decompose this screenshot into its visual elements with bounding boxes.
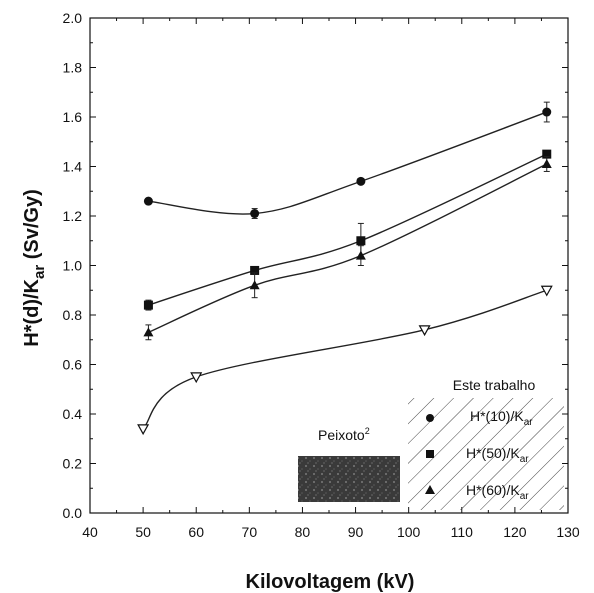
y-tick-label: 2.0 xyxy=(63,10,83,26)
series-circle xyxy=(143,101,552,219)
y-tick-label: 0.8 xyxy=(63,307,83,323)
x-tick-label: 120 xyxy=(503,524,527,540)
legend-marker-square xyxy=(426,450,434,458)
point-square xyxy=(356,236,366,246)
x-tick-label: 70 xyxy=(242,524,258,540)
x-tick-label: 130 xyxy=(556,524,580,540)
legend-label-h60: H*(60)/Kar xyxy=(466,482,529,502)
series-square xyxy=(143,149,552,311)
point-triangle-open xyxy=(540,285,553,297)
point-square xyxy=(542,149,552,159)
legend-label-h10-sub: ar xyxy=(524,417,534,428)
point-triangle xyxy=(249,280,260,290)
series-triangle xyxy=(143,156,552,341)
point-triangle xyxy=(355,250,366,260)
series-line xyxy=(148,111,548,215)
legend-peixoto-text: Peixoto xyxy=(318,427,365,443)
point-circle xyxy=(143,196,153,206)
series-line xyxy=(142,289,547,430)
legend-label-h60-main: H*(60)/K xyxy=(466,482,520,498)
point-circle xyxy=(542,107,552,117)
legend-marker-circle xyxy=(426,414,434,422)
legend-label-h10-main: H*(10)/K xyxy=(470,408,524,424)
x-axis-title: Kilovoltagem (kV) xyxy=(246,571,415,593)
legend-label-h50-main: H*(50)/K xyxy=(466,445,520,461)
legend-peixoto-swatch xyxy=(298,456,400,502)
point-square xyxy=(143,300,153,310)
y-tick-label: 0.6 xyxy=(63,357,83,373)
legend-marker-triangle xyxy=(425,485,435,494)
x-tick-label: 60 xyxy=(188,524,204,540)
y-tick-label: 1.8 xyxy=(63,60,83,76)
legend-group-title: Este trabalho xyxy=(453,377,536,393)
y-axis-title-main: H*(d)/K xyxy=(21,278,43,346)
y-axis-title: H*(d)/Kar (Sv/Gy) xyxy=(21,189,48,347)
y-tick-label: 0.0 xyxy=(63,505,83,521)
series-line xyxy=(148,163,548,333)
legend-label-h50-sub: ar xyxy=(520,454,530,465)
x-tick-label: 90 xyxy=(348,524,364,540)
y-tick-label: 1.0 xyxy=(63,258,83,274)
legend-label-h10: H*(10)/Kar xyxy=(470,408,533,428)
point-circle xyxy=(250,209,260,219)
point-triangle xyxy=(143,327,154,337)
point-circle xyxy=(356,176,366,186)
y-axis-title-unit: (Sv/Gy) xyxy=(21,189,43,265)
y-tick-label: 0.4 xyxy=(63,406,83,422)
y-axis-title-sub: ar xyxy=(31,265,48,279)
x-tick-label: 80 xyxy=(295,524,311,540)
x-tick-label: 40 xyxy=(82,524,98,540)
y-tick-label: 1.4 xyxy=(63,159,83,175)
legend-label-h60-sub: ar xyxy=(520,491,530,502)
y-tick-label: 0.2 xyxy=(63,456,83,472)
legend: Este trabalho H*(10)/Kar H*(50)/Kar H*(6… xyxy=(298,377,564,510)
legend-peixoto-label: Peixoto2 xyxy=(318,426,370,443)
point-triangle xyxy=(541,159,552,169)
legend-peixoto-sup: 2 xyxy=(365,426,370,436)
point-square xyxy=(250,265,260,275)
x-tick-label: 110 xyxy=(451,524,474,540)
series-line xyxy=(148,153,548,306)
point-triangle-open xyxy=(137,424,150,436)
axis-ticks: 40 50 60 70 80 90 100 110 120 130 0.0 0.2 0.4 0.6 0.8 1… xyxy=(63,10,580,540)
point-triangle-open xyxy=(418,325,431,337)
x-tick-label: 50 xyxy=(135,524,151,540)
point-triangle-open xyxy=(190,372,203,384)
series-triangle-down-open xyxy=(137,285,553,436)
y-tick-label: 1.2 xyxy=(63,208,83,224)
legend-label-h50: H*(50)/Kar xyxy=(466,445,529,465)
x-tick-label: 100 xyxy=(397,524,421,540)
y-tick-label: 1.6 xyxy=(63,109,83,125)
